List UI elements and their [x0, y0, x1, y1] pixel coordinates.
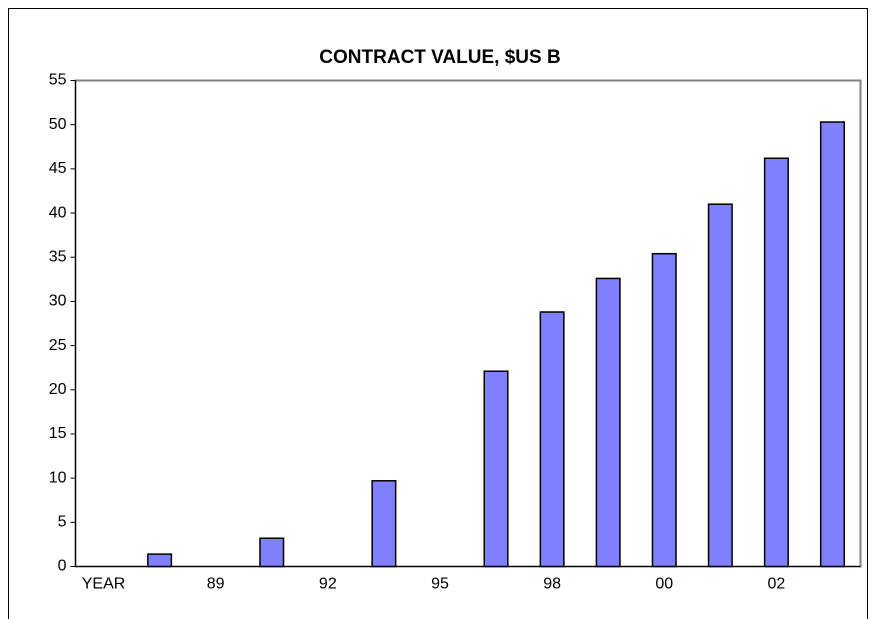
- bar: [707, 203, 733, 568]
- y-tick-label: 15: [49, 425, 67, 442]
- bar: [483, 370, 509, 568]
- y-tick-label: 20: [49, 381, 67, 398]
- bar: [371, 480, 397, 568]
- y-tick-label: 35: [49, 248, 67, 265]
- y-tick-label: 30: [49, 293, 67, 310]
- y-tick-label: 10: [49, 469, 67, 486]
- x-tick-label: 89: [207, 576, 225, 593]
- bar: [595, 277, 621, 568]
- bar: [147, 553, 173, 568]
- y-tick-label: 0: [58, 558, 67, 575]
- x-tick-label: 92: [319, 576, 337, 593]
- chart-title: CONTRACT VALUE, $US B: [319, 47, 560, 68]
- x-tick-label: 00: [655, 576, 673, 593]
- bar: [763, 157, 789, 568]
- bar: [651, 252, 677, 568]
- chart-frame: [8, 8, 868, 619]
- x-tick-label: 02: [767, 576, 785, 593]
- x-tick-label: 95: [431, 576, 449, 593]
- y-tick-label: 5: [58, 514, 67, 531]
- x-tick-label: 98: [543, 576, 561, 593]
- y-tick-label: 40: [49, 204, 67, 221]
- bar: [539, 311, 565, 568]
- bar: [259, 537, 285, 568]
- y-tick-label: 45: [49, 160, 67, 177]
- y-tick-label: 50: [49, 116, 67, 133]
- y-tick-label: 25: [49, 337, 67, 354]
- x-tick-label: YEAR: [82, 576, 126, 593]
- y-tick-label: 55: [49, 72, 67, 89]
- bar: [819, 121, 845, 568]
